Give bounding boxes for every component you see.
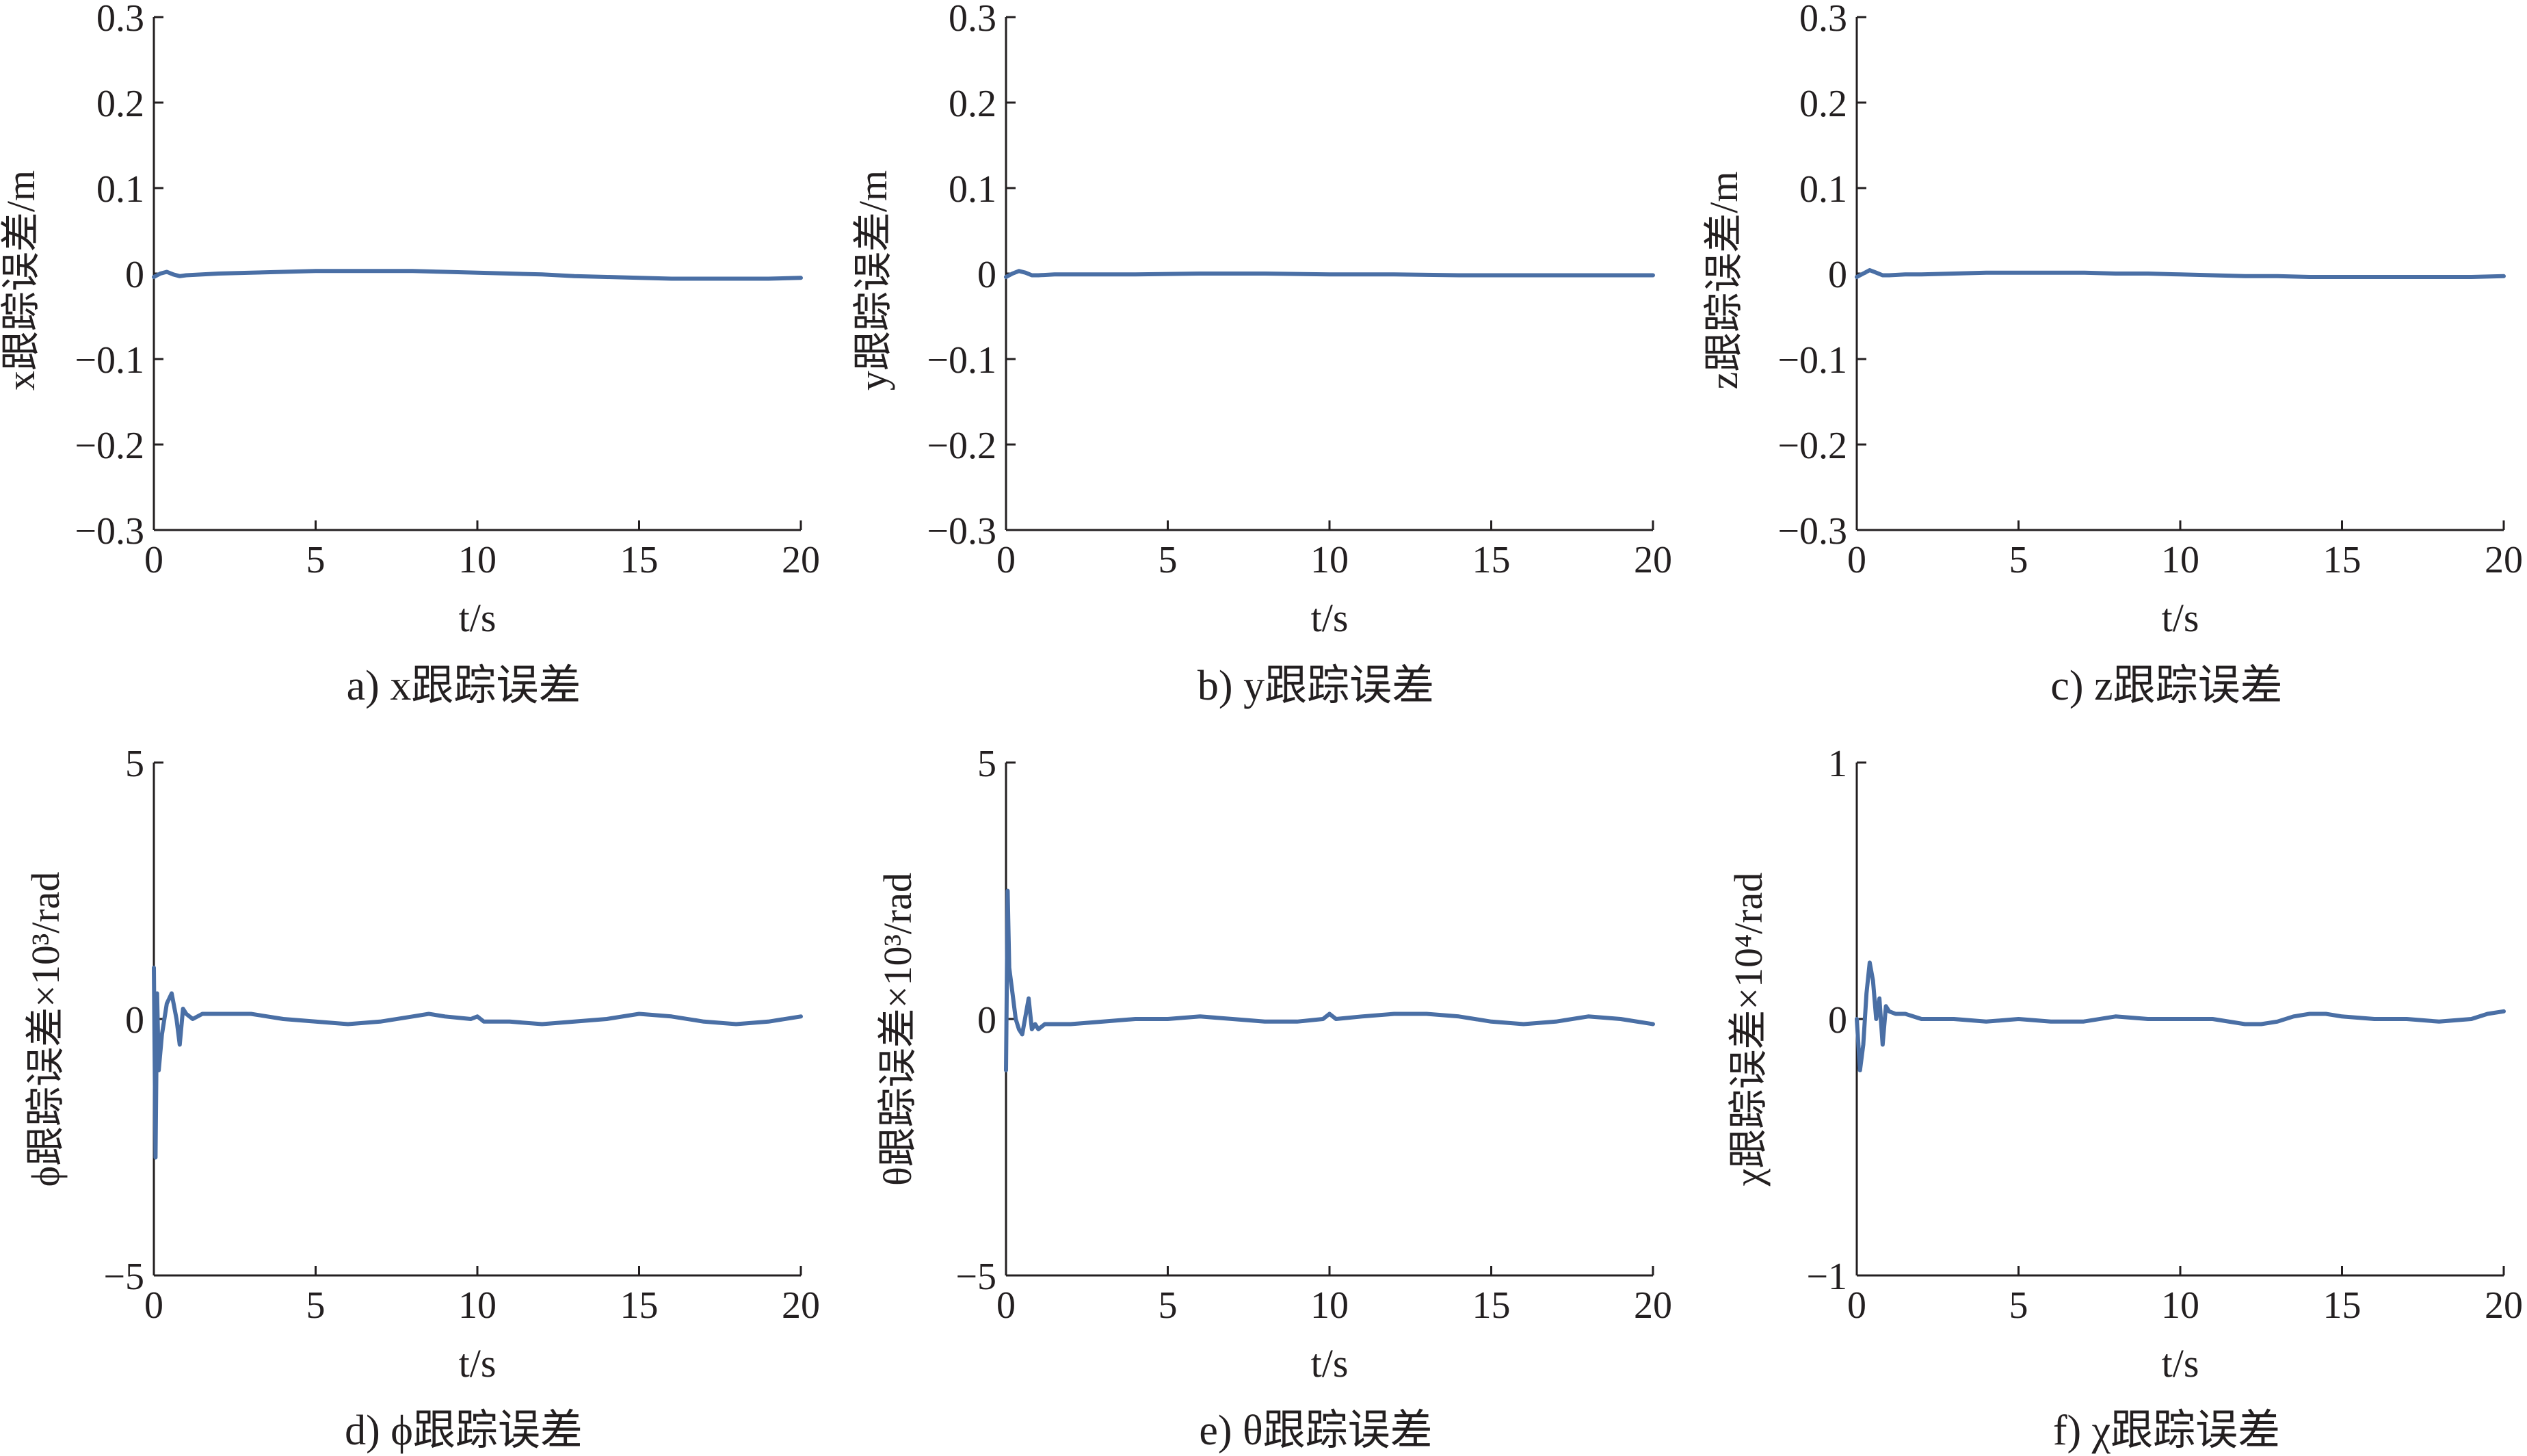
y-tick-label: 0 [977, 254, 996, 296]
caption: d) ϕ跟踪误差 [345, 1407, 583, 1454]
x-tick-label: 15 [620, 539, 659, 581]
y-tick-label: 5 [125, 743, 144, 785]
y-tick-label: −0.2 [927, 425, 996, 467]
series-line [1004, 269, 1655, 279]
ylabel: y跟踪误差/m [851, 170, 895, 391]
y-tick-label: −5 [103, 1256, 144, 1298]
x-tick-label: 10 [458, 539, 497, 581]
x-tick-label: 20 [782, 539, 820, 581]
caption: e) θ跟踪误差 [1199, 1407, 1432, 1454]
y-tick-label: 0 [1828, 254, 1847, 296]
x-tick-label: 10 [1310, 539, 1349, 581]
x-tick-label: 20 [782, 1284, 820, 1327]
y-tick-label: 0 [125, 999, 144, 1042]
x-tick-label: 5 [1159, 1284, 1178, 1327]
series-line [1855, 268, 2506, 279]
x-tick-label: 0 [1847, 1284, 1866, 1327]
x-tick-label: 15 [1472, 539, 1511, 581]
y-tick-label: 0 [1828, 999, 1847, 1042]
x-tick-label: 0 [996, 539, 1016, 581]
x-tick-label: 15 [1472, 1284, 1511, 1327]
series-line [1004, 888, 1655, 1072]
xlabel: t/s [459, 1341, 497, 1386]
y-tick-label: −1 [1806, 1256, 1847, 1298]
y-tick-label: −0.3 [75, 510, 144, 553]
ylabel: χ跟踪误差×10⁴/rad [1726, 873, 1771, 1187]
y-tick-label: 5 [977, 743, 996, 785]
y-tick-label: −0.2 [1777, 425, 1847, 467]
panel-z-error: z跟踪误差/m t/s c) z跟踪误差 0 5 10 15 200.30.20.10−… [1702, 0, 2523, 709]
caption: a) x跟踪误差 [347, 663, 581, 709]
xlabel: t/s [1311, 1341, 1349, 1386]
series-line [1855, 960, 2506, 1072]
x-tick-label: 15 [2323, 539, 2361, 581]
y-tick-label: 0 [977, 999, 996, 1042]
x-tick-label: 15 [620, 1284, 659, 1327]
x-tick-label: 0 [144, 1284, 163, 1327]
series-line [152, 269, 803, 281]
series-line [152, 966, 803, 1160]
y-tick-label: −0.1 [75, 339, 144, 382]
ylabel: θ跟踪误差×10³/rad [875, 873, 920, 1186]
x-tick-label: 0 [144, 539, 163, 581]
y-tick-label: 0.1 [949, 168, 996, 211]
xlabel: t/s [459, 596, 497, 640]
y-tick-label: −0.3 [1777, 510, 1847, 553]
y-tick-label: −0.1 [1777, 339, 1847, 382]
y-tick-label: 0.3 [96, 0, 144, 40]
ylabel: ϕ跟踪误差×10³/rad [23, 872, 68, 1187]
x-tick-label: 10 [458, 1284, 497, 1327]
y-tick-label: 0.3 [1799, 0, 1847, 40]
caption: f) χ跟踪误差 [2053, 1407, 2280, 1454]
x-tick-label: 15 [2323, 1284, 2361, 1327]
panel-y-error: y跟踪误差/m t/s b) y跟踪误差 0 5 10 15 200.30.20.10−… [851, 0, 1672, 709]
y-tick-label: 0.3 [949, 0, 996, 40]
x-tick-label: 0 [1847, 539, 1866, 581]
ylabel: x跟踪误差/m [0, 170, 43, 391]
x-tick-label: 5 [2009, 539, 2028, 581]
y-tick-label: 0.2 [949, 83, 996, 125]
xlabel: t/s [1311, 596, 1349, 640]
xlabel: t/s [2162, 596, 2199, 640]
y-tick-label: 0 [125, 254, 144, 296]
x-tick-label: 10 [1310, 1284, 1349, 1327]
x-tick-label: 20 [2485, 1284, 2523, 1327]
caption: b) y跟踪误差 [1198, 663, 1434, 709]
x-tick-label: 5 [306, 1284, 326, 1327]
xlabel: t/s [2162, 1341, 2199, 1386]
x-tick-label: 5 [2009, 1284, 2028, 1327]
x-tick-label: 5 [306, 539, 326, 581]
x-tick-label: 20 [2485, 539, 2523, 581]
y-tick-label: 0.2 [1799, 83, 1847, 125]
panel-x-error: x跟踪误差/m t/s a) x跟踪误差 0 5 10 15 200.30.20.10−… [0, 0, 820, 709]
y-tick-label: −5 [955, 1256, 996, 1298]
y-tick-label: −0.3 [927, 510, 996, 553]
x-tick-label: 20 [1634, 1284, 1672, 1327]
x-tick-label: 10 [2161, 1284, 2199, 1327]
y-tick-label: −0.2 [75, 425, 144, 467]
x-tick-label: 0 [996, 1284, 1016, 1327]
y-tick-label: 0.1 [96, 168, 144, 211]
caption: c) z跟踪误差 [2050, 663, 2282, 709]
x-tick-label: 20 [1634, 539, 1672, 581]
y-tick-label: 0.1 [1799, 168, 1847, 211]
x-tick-label: 10 [2161, 539, 2199, 581]
y-tick-label: 1 [1828, 743, 1847, 785]
y-tick-label: 0.2 [96, 83, 144, 125]
x-tick-label: 5 [1159, 539, 1178, 581]
y-tick-label: −0.1 [927, 339, 996, 382]
ylabel: z跟踪误差/m [1702, 172, 1746, 390]
